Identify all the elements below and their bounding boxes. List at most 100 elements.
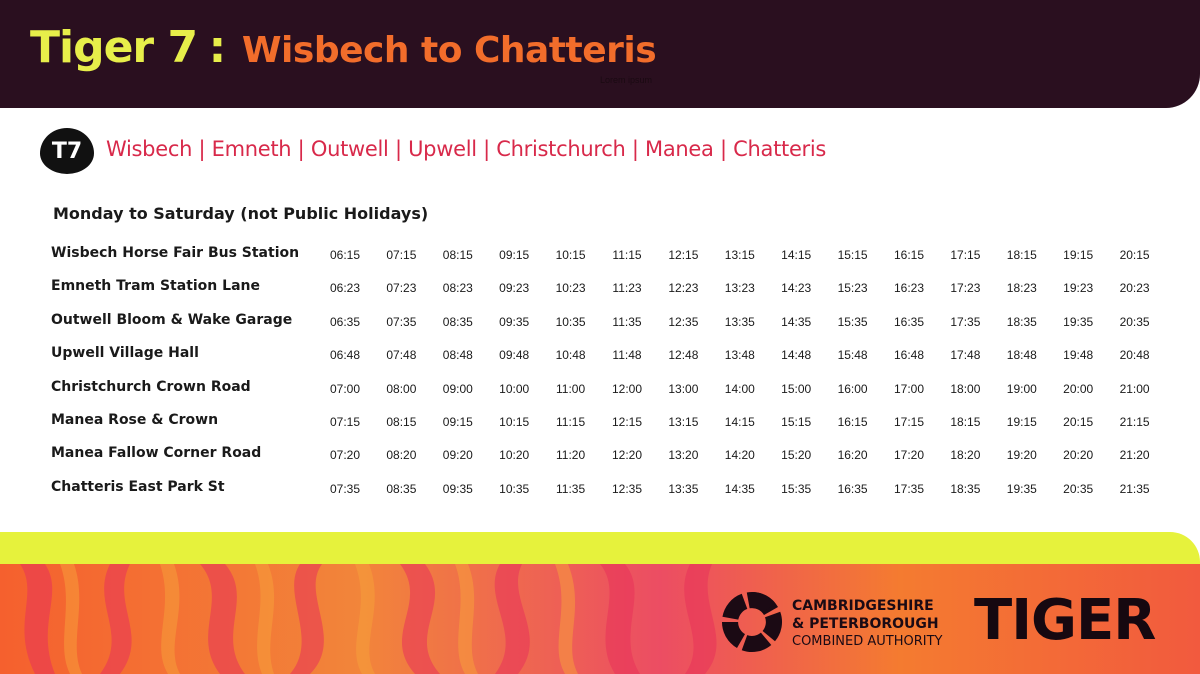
departure-time: 18:23 [1006, 281, 1037, 296]
departure-time: 18:35 [1006, 314, 1037, 329]
departure-time: 06:48 [329, 348, 361, 363]
departure-time: 12:15 [668, 248, 699, 262]
route-badge: T7 [40, 128, 94, 174]
departure-time: 18:00 [950, 381, 981, 396]
departure-time: 18:48 [1006, 348, 1037, 363]
departure-time: 10:20 [499, 448, 530, 463]
timetable-row: Chatteris East Park St 07:35 08:35 09:35 10:… [0, 472, 1200, 505]
departure-time: 07:35 [329, 481, 361, 496]
authority-line-3: COMBINED AUTHORITY [792, 634, 943, 649]
departure-time: 12:15 [611, 415, 643, 429]
departure-time: 14:15 [724, 415, 755, 429]
departure-time: 18:20 [950, 448, 981, 463]
departure-time: 14:15 [781, 248, 812, 262]
departure-time: 18:15 [1006, 248, 1037, 262]
departure-time: 14:35 [781, 314, 812, 329]
departure-time: 19:00 [1006, 381, 1037, 396]
departure-time: 07:15 [386, 248, 417, 262]
departure-time: 15:20 [781, 448, 812, 463]
departure-time: 10:15 [499, 415, 530, 429]
departure-time: 11:20 [556, 448, 586, 463]
combined-authority-name: CAMBRIDGESHIRE & PETERBOROUGH COMBINED A… [792, 597, 942, 651]
departure-time: 14:00 [724, 381, 755, 396]
departure-time: 19:48 [1063, 348, 1094, 363]
header-banner: Tiger 7 : Wisbech to Chatteris Lorem ips… [0, 0, 1200, 108]
title-separator: : [208, 22, 227, 73]
departure-time: 10:15 [555, 248, 586, 262]
timetable-row: Emneth Tram Station Lane 06:23 07:23 08:23 0… [0, 271, 1200, 304]
departure-time: 10:23 [555, 281, 586, 296]
tiger-brand-logo: TIGER [974, 588, 1156, 653]
departure-time: 15:35 [837, 314, 868, 329]
departure-time: 08:23 [442, 281, 473, 296]
departure-time: 13:35 [668, 481, 699, 496]
timetable-row: Wisbech Horse Fair Bus Station 06:15 07:15… [0, 238, 1200, 271]
departure-time: 21:35 [1119, 481, 1150, 496]
departure-time: 12:35 [611, 481, 643, 496]
departure-time: 18:15 [950, 415, 981, 429]
departure-time: 07:23 [386, 281, 417, 296]
departure-time: 17:23 [950, 281, 981, 296]
stop-name: Upwell Village Hall [51, 345, 199, 362]
departure-time: 07:35 [386, 314, 417, 329]
departure-time: 17:35 [950, 314, 981, 329]
departure-time: 14:23 [781, 281, 812, 296]
departure-time: 08:35 [386, 481, 417, 496]
departure-time: 11:23 [612, 281, 642, 296]
footer-pattern [0, 564, 1200, 674]
departure-time: 10:48 [555, 348, 586, 363]
departure-time: 13:15 [668, 415, 699, 429]
departure-time: 11:35 [612, 314, 642, 329]
departure-time: 16:20 [837, 448, 868, 463]
departure-time: 11:15 [612, 248, 642, 262]
departure-time: 14:20 [724, 448, 755, 463]
departure-time: 19:15 [1063, 248, 1094, 262]
departure-time: 12:20 [611, 448, 643, 463]
departure-time: 15:48 [837, 348, 868, 363]
timetable-row: Upwell Village Hall 06:48 07:48 08:48 09:48 1… [0, 338, 1200, 371]
stop-name: Outwell Bloom & Wake Garage [51, 311, 293, 328]
service-days-label: Monday to Saturday (not Public Holidays) [53, 204, 429, 223]
departure-time: 15:15 [781, 415, 812, 429]
stop-name: Christchurch Crown Road [51, 378, 251, 395]
departure-time: 06:35 [329, 314, 361, 329]
departure-time: 16:35 [837, 481, 868, 496]
departure-time: 08:15 [386, 415, 417, 429]
departure-time: 06:15 [329, 248, 361, 262]
departure-time: 07:20 [329, 448, 361, 463]
authority-line-2: & PETERBOROUGH [792, 616, 939, 632]
departure-time: 12:00 [611, 381, 643, 396]
departure-time: 06:23 [329, 281, 361, 296]
departure-time: 09:15 [499, 248, 530, 262]
departure-time: 17:15 [893, 415, 925, 429]
departure-time: 12:48 [668, 348, 699, 363]
departure-time: 20:15 [1063, 415, 1094, 429]
departure-time: 21:15 [1119, 415, 1150, 429]
departure-time: 12:23 [668, 281, 699, 296]
departure-time: 11:00 [556, 381, 586, 396]
departure-time: 08:20 [386, 448, 417, 463]
departure-time: 08:35 [442, 314, 473, 329]
tiger-stripes-pattern [20, 564, 717, 674]
departure-time: 21:00 [1119, 381, 1150, 396]
departure-time: 13:15 [724, 248, 755, 262]
departure-time: 15:15 [837, 248, 868, 262]
departure-time: 09:15 [442, 415, 473, 429]
stops-summary: Wisbech | Emneth | Outwell | Upwell | Ch… [106, 137, 827, 161]
departure-time: 11:48 [612, 348, 642, 363]
departure-time: 20:20 [1063, 448, 1094, 463]
departure-time: 20:23 [1119, 281, 1150, 296]
departure-time: 09:00 [442, 381, 473, 396]
departure-time: 07:48 [386, 348, 417, 363]
route-destination: Wisbech to Chatteris [241, 30, 657, 71]
departure-time: 15:35 [781, 481, 812, 496]
departure-time: 13:35 [724, 314, 755, 329]
departure-time: 14:35 [724, 481, 755, 496]
departure-time: 10:35 [555, 314, 586, 329]
departure-time: 09:35 [499, 314, 530, 329]
placeholder-text: Lorem ipsum [600, 75, 653, 85]
departure-time: 20:35 [1119, 314, 1150, 329]
timetable-row: Christchurch Crown Road 07:00 08:00 09:00 10… [0, 372, 1200, 405]
authority-line-1: CAMBRIDGESHIRE [792, 598, 934, 614]
stop-name: Chatteris East Park St [51, 478, 225, 495]
